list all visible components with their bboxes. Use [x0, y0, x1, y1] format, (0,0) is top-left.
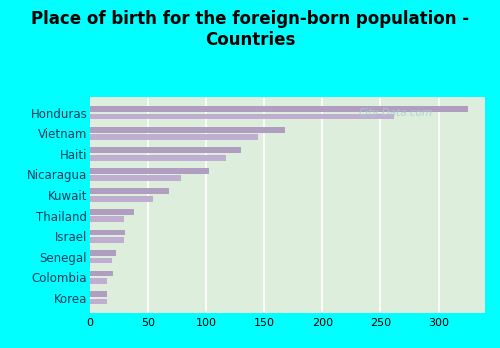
Bar [90, 258, 112, 263]
Bar [90, 271, 113, 276]
Bar [90, 299, 108, 304]
Bar [90, 147, 241, 153]
Bar [90, 134, 258, 140]
Text: City-Data.com: City-Data.com [358, 108, 432, 118]
Bar [90, 291, 108, 297]
Bar [90, 175, 180, 181]
Bar [90, 230, 125, 235]
Bar [90, 168, 208, 174]
Bar [90, 127, 285, 133]
Text: Place of birth for the foreign-born population -
Countries: Place of birth for the foreign-born popu… [31, 10, 469, 49]
Bar [90, 250, 116, 256]
Bar [90, 209, 134, 215]
Bar [90, 216, 124, 222]
Bar [90, 237, 124, 243]
Bar [90, 114, 394, 119]
Bar [90, 189, 169, 194]
Bar [90, 155, 226, 160]
Bar [90, 196, 152, 201]
Bar [90, 278, 108, 284]
Bar [90, 106, 468, 112]
